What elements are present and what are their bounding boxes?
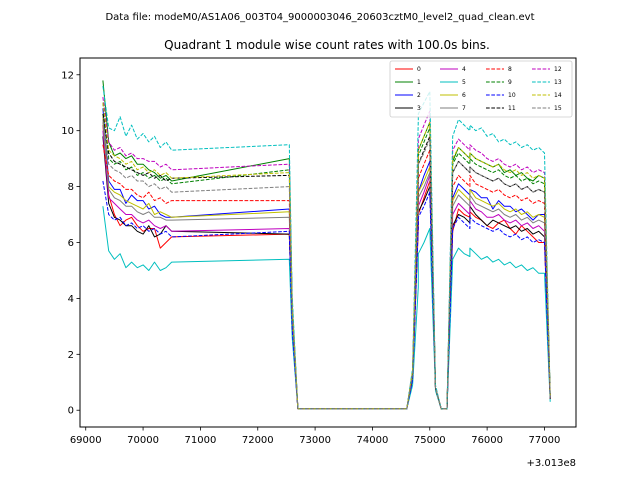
legend-label-14: 14 bbox=[554, 92, 562, 99]
y-tick-label: 12 bbox=[61, 70, 74, 81]
legend-label-11: 11 bbox=[508, 105, 516, 112]
legend-label-13: 13 bbox=[554, 79, 562, 86]
legend-label-12: 12 bbox=[554, 66, 562, 73]
legend-label-0: 0 bbox=[417, 66, 421, 73]
legend-box bbox=[389, 60, 573, 118]
y-tick-label: 4 bbox=[68, 294, 74, 305]
legend-label-8: 8 bbox=[508, 66, 512, 73]
chart-title: Quadrant 1 module wise count rates with … bbox=[164, 38, 490, 52]
y-tick-label: 0 bbox=[68, 406, 74, 417]
legend-label-1: 1 bbox=[417, 79, 421, 86]
legend-label-2: 2 bbox=[417, 92, 421, 99]
x-axis-offset-label: +3.013e8 bbox=[526, 458, 576, 469]
y-axis-ticks: 0 2 4 6 8 10 12 bbox=[61, 70, 80, 417]
x-tick-label: 72000 bbox=[242, 435, 274, 446]
y-tick-label: 8 bbox=[68, 182, 74, 193]
legend-label-4: 4 bbox=[462, 66, 466, 73]
series-line-5 bbox=[102, 206, 551, 410]
x-axis-ticks: 69000 70000 71000 72000 73000 74000 75000 76000… bbox=[70, 427, 561, 446]
x-tick-label: 70000 bbox=[127, 435, 159, 446]
legend-label-10: 10 bbox=[508, 92, 516, 99]
legend-label-6: 6 bbox=[462, 92, 466, 99]
legend-label-3: 3 bbox=[417, 105, 421, 112]
x-tick-label: 69000 bbox=[70, 435, 102, 446]
y-tick-label: 10 bbox=[61, 126, 74, 137]
y-tick-label: 6 bbox=[68, 238, 74, 249]
series-line-15 bbox=[102, 119, 551, 410]
legend-label-7: 7 bbox=[462, 105, 466, 112]
x-tick-label: 73000 bbox=[299, 435, 331, 446]
y-tick-label: 2 bbox=[68, 350, 74, 361]
x-tick-label: 77000 bbox=[529, 435, 561, 446]
series-layer bbox=[102, 80, 551, 410]
x-tick-label: 71000 bbox=[185, 435, 217, 446]
x-tick-label: 74000 bbox=[357, 435, 389, 446]
series-line-10 bbox=[102, 180, 551, 410]
legend-label-5: 5 bbox=[462, 79, 466, 86]
x-tick-label: 75000 bbox=[414, 435, 446, 446]
data-file-suptitle: Data file: modeM0/AS1A06_003T04_90000030… bbox=[105, 12, 534, 23]
legend-label-15: 15 bbox=[554, 105, 562, 112]
legend-label-9: 9 bbox=[508, 79, 512, 86]
x-tick-label: 76000 bbox=[471, 435, 503, 446]
